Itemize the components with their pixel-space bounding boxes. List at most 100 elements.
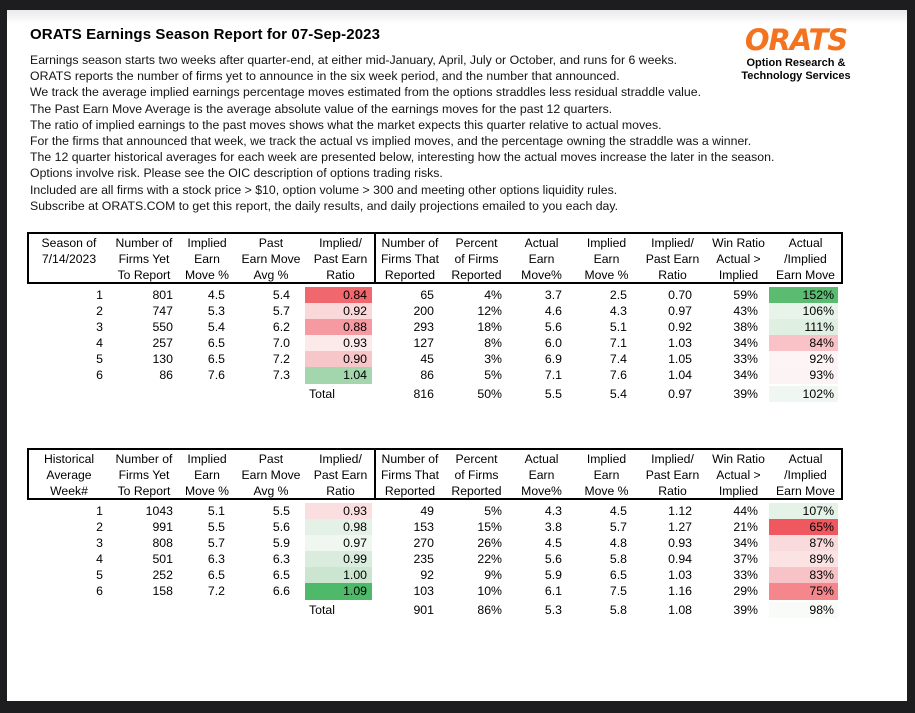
column-header-line: Win Ratio — [712, 236, 765, 250]
table-cell: 93% — [769, 367, 838, 384]
table-cell: 59% — [733, 288, 758, 302]
table-cell: 1.16 — [668, 584, 692, 599]
table-row: 3 550 5.4 6.2 0.88 293 18% 5.6 5.1 0.92 38% 111% — [27, 319, 843, 336]
column-header: Win Ratio Actual > Implied — [706, 234, 771, 282]
table-row: 2 991 5.5 5.6 0.98 153 15% 3.8 5.7 1.27 21% 65% — [27, 519, 843, 536]
table-cell: 83% — [769, 567, 838, 584]
orats-logo: ORATS Option Research & Technology Servi… — [725, 24, 867, 82]
column-header-line: of Firms — [454, 468, 499, 482]
table-cell: 7.5 — [609, 584, 627, 599]
table-row: 3 808 5.7 5.9 0.97 270 26% 4.5 4.8 0.93 34% 87% — [27, 535, 843, 552]
description-line: We track the average implied earnings pe… — [30, 85, 701, 100]
column-header-line: Actual > — [716, 468, 761, 482]
column-header-line: Actual — [524, 452, 559, 466]
table-cell: 49 — [420, 504, 434, 518]
column-header-line: /Implied — [784, 468, 827, 482]
column-header-line: Move% — [521, 484, 562, 498]
column-header: Implied/Past Earn Ratio — [639, 450, 706, 498]
description-line: Earnings season starts two weeks after q… — [30, 53, 678, 67]
column-header: Percent of Firms Reported — [444, 450, 509, 498]
column-header-line: Implied/ — [319, 452, 362, 466]
table-cell: 0.88 — [305, 319, 372, 336]
table-cell: 26% — [477, 536, 502, 551]
column-header-line: Implied — [718, 268, 759, 282]
total-label: Total — [309, 602, 335, 617]
column-header-line: Earn Move — [241, 252, 301, 266]
column-header-line: Earn Move — [776, 484, 835, 498]
column-header: Season of 7/14/2023 — [29, 234, 109, 282]
column-header-line: Actual — [788, 452, 823, 466]
table-cell: 4.6 — [544, 304, 562, 319]
table-cell: 6.3 — [207, 552, 225, 567]
table-cell: 2.5 — [609, 288, 627, 302]
table-cell: 1.12 — [668, 504, 692, 518]
column-header: Historical Average Week# — [29, 450, 109, 498]
table-cell: 5.7 — [272, 304, 290, 319]
table-cell: 1.04 — [668, 368, 692, 383]
table-cell: 34% — [733, 336, 758, 351]
column-header-line: Move % — [184, 484, 230, 498]
column-header: Implied Earn Move % — [179, 234, 235, 282]
table-header-row: Season of 7/14/2023 Number of Firms Yet To R… — [27, 232, 843, 284]
table-cell: 3% — [484, 352, 502, 367]
column-header-line: Past — [258, 452, 284, 466]
table-cell: 5.6 — [544, 552, 562, 567]
description-line: Subscribe at ORATS.COM to get this repor… — [30, 198, 619, 213]
column-header: Implied Earn Move % — [179, 450, 235, 498]
column-header-line: Ratio — [326, 268, 355, 282]
tagline-line-1: Option Research & — [746, 57, 846, 69]
column-header-line: Past — [258, 236, 284, 250]
column-header: Number of Firms That Reported — [374, 234, 444, 282]
table-cell: 5.7 — [207, 536, 225, 551]
column-header-line: 7/14/2023 — [41, 252, 97, 266]
column-header: Percent of Firms Reported — [444, 234, 509, 282]
column-header-line: Week# — [50, 484, 88, 498]
total-label: Total — [309, 386, 335, 401]
table-cell: 22% — [477, 552, 502, 567]
column-header-line: Number of — [381, 236, 439, 250]
table-cell: 270 — [413, 536, 434, 551]
table-cell: 501 — [152, 552, 173, 567]
table-cell: 4 — [96, 336, 103, 351]
table-cell — [233, 386, 305, 402]
column-header-line: /Implied — [784, 252, 827, 266]
table-cell: 10% — [477, 584, 502, 599]
column-header: Past Earn Move Avg % — [235, 234, 307, 282]
table-cell: 1.05 — [668, 352, 692, 367]
table-cell: 158 — [152, 584, 173, 599]
table-cell: 3.8 — [544, 520, 562, 535]
column-header-line: Implied — [187, 236, 227, 250]
table-cell: 200 — [413, 304, 434, 319]
column-header-line: Percent — [455, 236, 498, 250]
table-cell: 29% — [733, 584, 758, 599]
column-header-line: Past Earn — [645, 468, 700, 482]
table-cell: 0.92 — [668, 320, 692, 335]
column-header-line: Move % — [584, 268, 629, 282]
table-cell: 5 — [96, 352, 103, 367]
table-row: 6 158 7.2 6.6 1.09 103 10% 6.1 7.5 1.16 29% 75% — [27, 583, 843, 600]
table-cell: 1.04 — [305, 367, 372, 384]
column-header-line: Past Earn — [313, 468, 368, 482]
table-cell: 2 — [96, 520, 103, 535]
table-cell: 5.5 — [544, 386, 562, 401]
column-header: Win Ratio Actual > Implied — [706, 450, 771, 498]
column-header-line: Earn Move — [776, 268, 835, 282]
table-cell: 5.4 — [207, 320, 225, 335]
table-cell: 39% — [733, 602, 758, 617]
column-header-line: Earn — [528, 252, 555, 266]
column-header: Number of Firms Yet To Report — [109, 234, 179, 282]
table-cell: 130 — [152, 352, 173, 367]
table-cell: 6.5 — [609, 568, 627, 583]
table-cell: 5.5 — [272, 504, 290, 518]
table-cell: 0.92 — [305, 303, 372, 320]
table-cell: 1 — [96, 288, 103, 302]
report-description: Earnings season starts two weeks after q… — [30, 52, 870, 214]
table-cell: 111% — [769, 319, 838, 336]
table-row: 6 86 7.6 7.3 1.04 86 5% 7.1 7.6 1.04 34% 93% — [27, 367, 843, 384]
column-header-line: Implied/ — [651, 452, 694, 466]
table-cell: 98% — [769, 601, 838, 618]
column-header-line: Implied — [586, 452, 627, 466]
table-cell: 1.03 — [668, 568, 692, 583]
table-cell: 6.5 — [272, 568, 290, 583]
table-cell: 5.8 — [609, 552, 627, 567]
